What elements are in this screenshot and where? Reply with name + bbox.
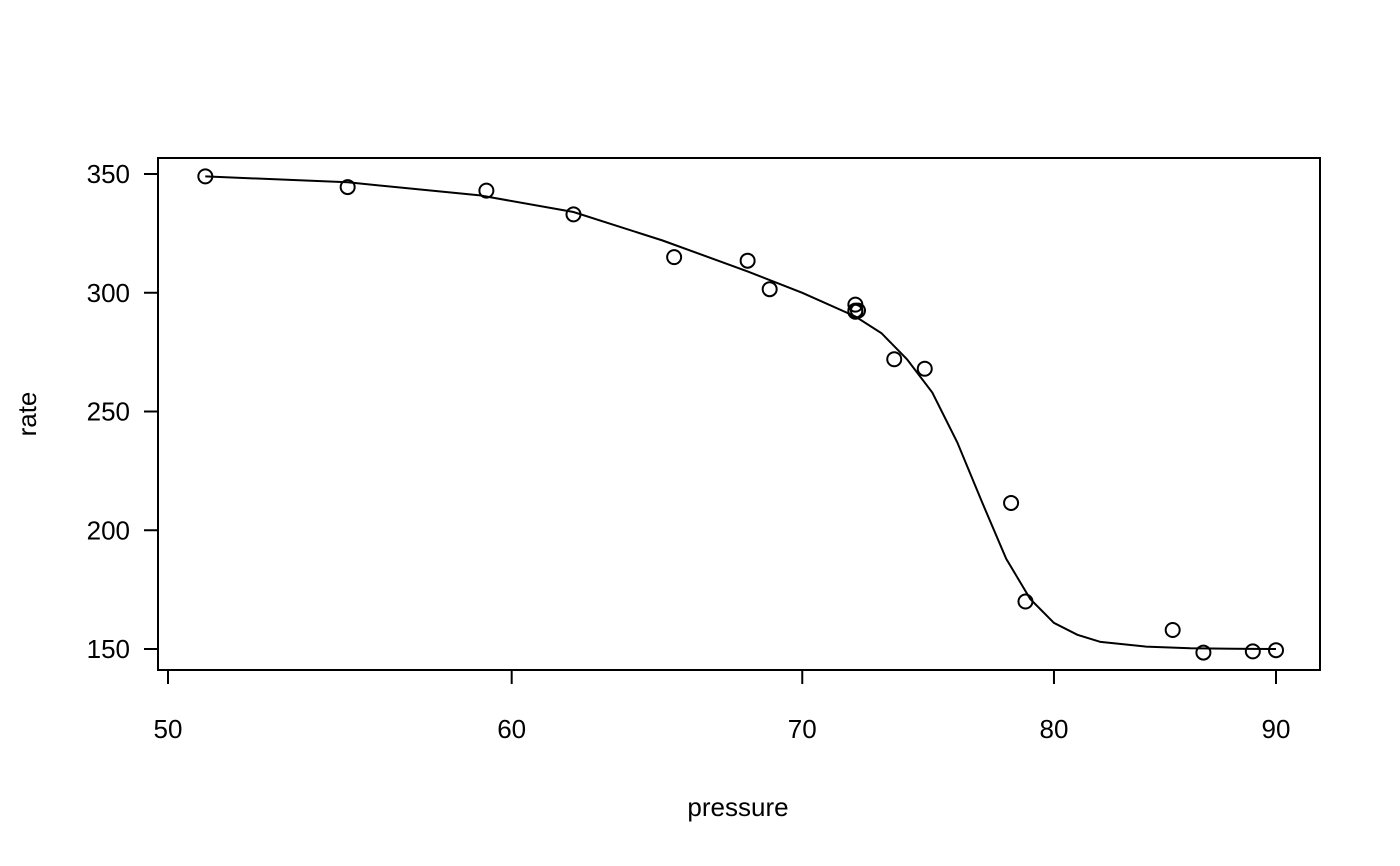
x-axis-title: pressure [687, 792, 788, 822]
data-point [197, 168, 214, 185]
y-tick-label: 200 [87, 515, 130, 545]
x-ticks: 50 60 70 80 90 [154, 670, 1291, 744]
y-ticks: 150 200 250 300 350 [87, 159, 158, 664]
data-points [197, 168, 1284, 661]
x-tick-label: 70 [788, 714, 817, 744]
y-tick-label: 250 [87, 397, 130, 427]
y-tick-label: 350 [87, 159, 130, 189]
data-point [761, 281, 778, 298]
data-point [886, 351, 903, 368]
data-point [478, 182, 495, 199]
x-tick-label: 80 [1040, 714, 1069, 744]
data-point [666, 249, 683, 266]
data-point [1164, 622, 1181, 638]
plot-frame [157, 157, 1321, 671]
x-tick-label: 90 [1262, 714, 1291, 744]
y-tick-label: 300 [87, 278, 130, 308]
data-point [1244, 643, 1261, 660]
data-point [1195, 644, 1212, 661]
data-point [739, 252, 756, 269]
data-point [339, 179, 356, 196]
data-point [565, 206, 582, 223]
data-point [1268, 642, 1284, 659]
data-point [1003, 494, 1020, 511]
x-tick-label: 60 [497, 714, 526, 744]
y-axis-title: rate [12, 392, 42, 437]
data-point [847, 303, 864, 320]
data-point [916, 360, 933, 377]
y-tick-label: 150 [87, 634, 130, 664]
x-tick-label: 50 [154, 714, 183, 744]
fitted-curve [205, 175, 1277, 650]
data-point [1017, 593, 1034, 610]
